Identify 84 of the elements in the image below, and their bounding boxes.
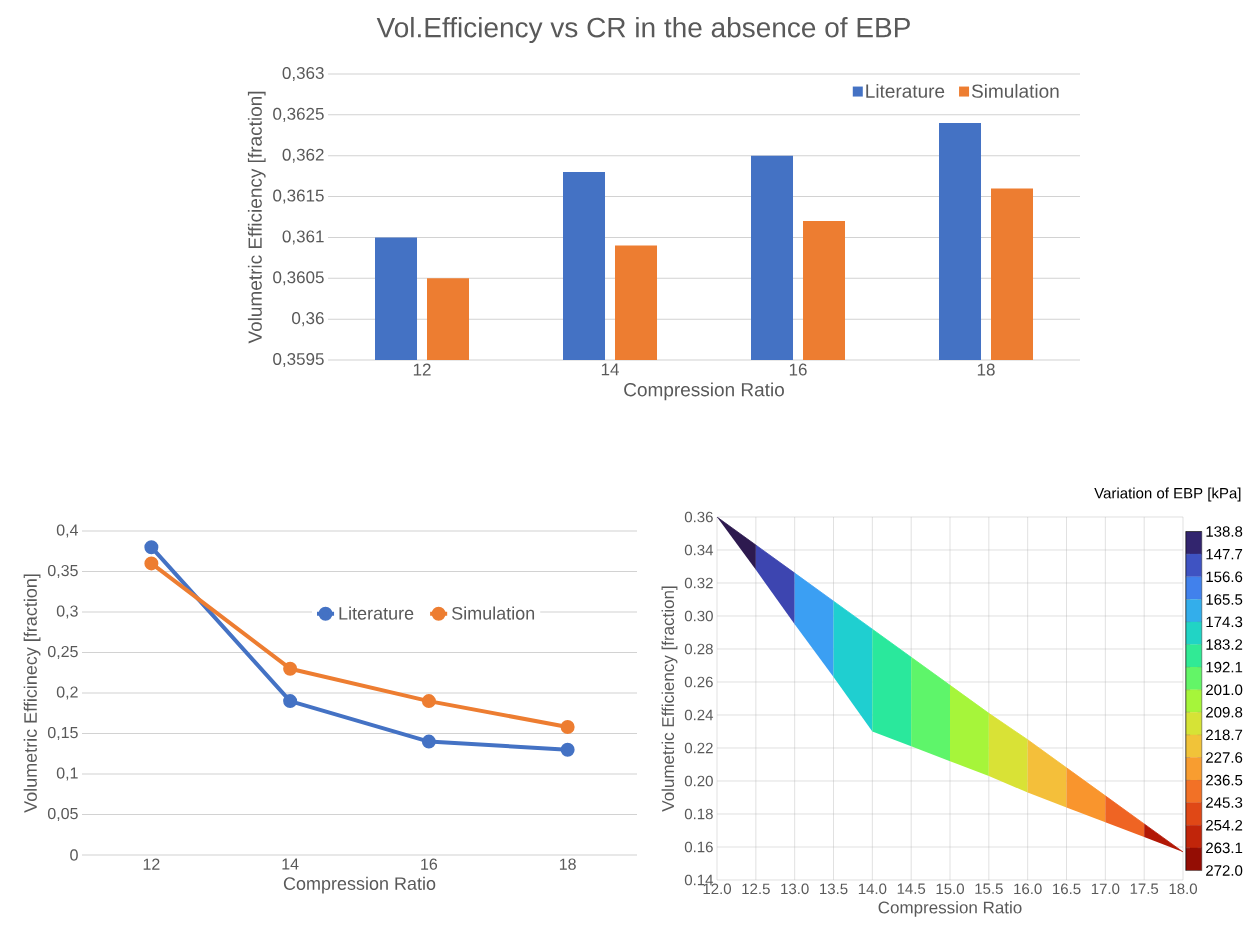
point [421,694,436,709]
y-tick-label: 0.32 [684,577,713,589]
x-axis-title: Compression Ratio [624,382,784,401]
y-tick-label: 0.34 [684,544,714,556]
color-bar-label: 263.1 [1206,842,1243,854]
color-bar-label: 165.5 [1206,594,1243,605]
chart-title: Vol.Efficiency vs CR in the absence of EBP [376,16,910,44]
y-tick-label: 0.16 [684,841,713,853]
color-bar-label: 156.6 [1206,571,1243,583]
color-bar-label: 245.3 [1206,797,1243,808]
point [421,734,436,749]
y-axis-title: Volumetric Efficinecy [fraction] [23,574,41,813]
x-tick-label: 16 [789,363,807,376]
y-tick-label: 0.24 [684,709,714,721]
x-tick-label: 16 [421,858,438,870]
y-tick-label: 0.20 [684,775,713,787]
x-tick-label: 16.5 [1053,883,1081,895]
y-tick-label: 0,3605 [273,271,324,286]
x-tick-label: 18 [977,363,995,376]
y-tick-label: 0,35 [47,564,78,579]
color-bar-label: 174.3 [1206,616,1243,628]
y-tick-label: 0,15 [47,726,78,741]
x-tick-label: 12 [413,363,431,376]
color-bar-title: Variation of EBP [kPa] [1094,487,1241,502]
point [283,661,298,676]
x-tick-label: 14.5 [897,883,926,894]
x-tick-label: 17.0 [1091,883,1120,895]
x-axis-title: Compression Ratio [283,876,436,894]
y-tick-label: 0,3615 [273,189,324,204]
y-tick-label: 0.30 [684,610,713,622]
legend-label: Literature [866,83,945,98]
y-tick-label: 0.26 [684,676,713,688]
color-bar-label: 254.2 [1206,819,1243,831]
y-tick-label: 0,4 [56,524,78,538]
color-bar-label: 138.8 [1206,526,1243,537]
point [144,556,159,571]
y-tick-label: 0.36 [684,511,713,523]
x-tick-label: 12.5 [742,883,770,895]
x-tick-label: 15.0 [936,883,965,895]
x-tick-label: 17.5 [1130,883,1159,894]
x-axis-title: Compression Ratio [878,901,1022,917]
y-tick-label: 0,36 [292,312,324,327]
y-tick-label: 0,362 [282,148,324,163]
color-bar-label: 192.1 [1206,661,1243,673]
y-tick-label: 0,3595 [273,352,324,368]
color-bar-label: 209.8 [1206,706,1243,718]
color-bar-label: 227.6 [1206,752,1243,763]
x-tick-label: 14 [282,858,299,870]
point [144,540,159,555]
y-tick-label: 0,3625 [273,107,324,122]
y-tick-label: 0,1 [56,767,78,781]
y-tick-label: 0,05 [47,807,78,822]
point [560,720,575,735]
x-tick-label: 18.0 [1169,883,1198,895]
color-bar-label: 201.0 [1206,684,1243,696]
color-bar-label: 218.7 [1206,729,1243,741]
point [560,742,575,757]
y-tick-label: 0,2 [56,686,78,700]
x-tick-label: 14 [601,363,619,376]
color-bar-label: 236.5 [1206,774,1243,786]
y-axis-title: Volumetric Efficiency [fraction] [247,91,266,344]
point [283,694,298,709]
legend-label: Simulation [451,606,535,620]
y-tick-label: 0,3 [56,605,78,619]
x-tick-label: 18 [559,858,576,870]
x-tick-label: 13.0 [781,883,809,895]
y-tick-label: 0.18 [684,808,713,820]
y-axis-title: Volumetric Efficiency [fraction] [661,586,678,812]
color-bar-label: 183.2 [1206,639,1243,650]
x-tick-label: 16.0 [1014,883,1042,895]
legend-label: Simulation [971,83,1059,98]
y-tick-label: 0 [70,849,78,861]
legend-label: Literature [339,606,414,620]
color-bar-label: 147.7 [1206,549,1243,560]
x-tick-label: 14.0 [858,883,887,895]
x-tick-label: 12 [143,858,160,870]
x-tick-label: 13.5 [820,883,848,895]
y-tick-label: 0.28 [684,643,713,655]
y-tick-label: 0,363 [282,66,324,82]
y-tick-label: 0,361 [282,230,324,245]
y-tick-label: 0,25 [47,645,78,660]
x-tick-label: 15.5 [975,883,1003,894]
y-tick-label: 0.22 [684,742,713,754]
color-bar-label: 272.0 [1206,865,1243,876]
